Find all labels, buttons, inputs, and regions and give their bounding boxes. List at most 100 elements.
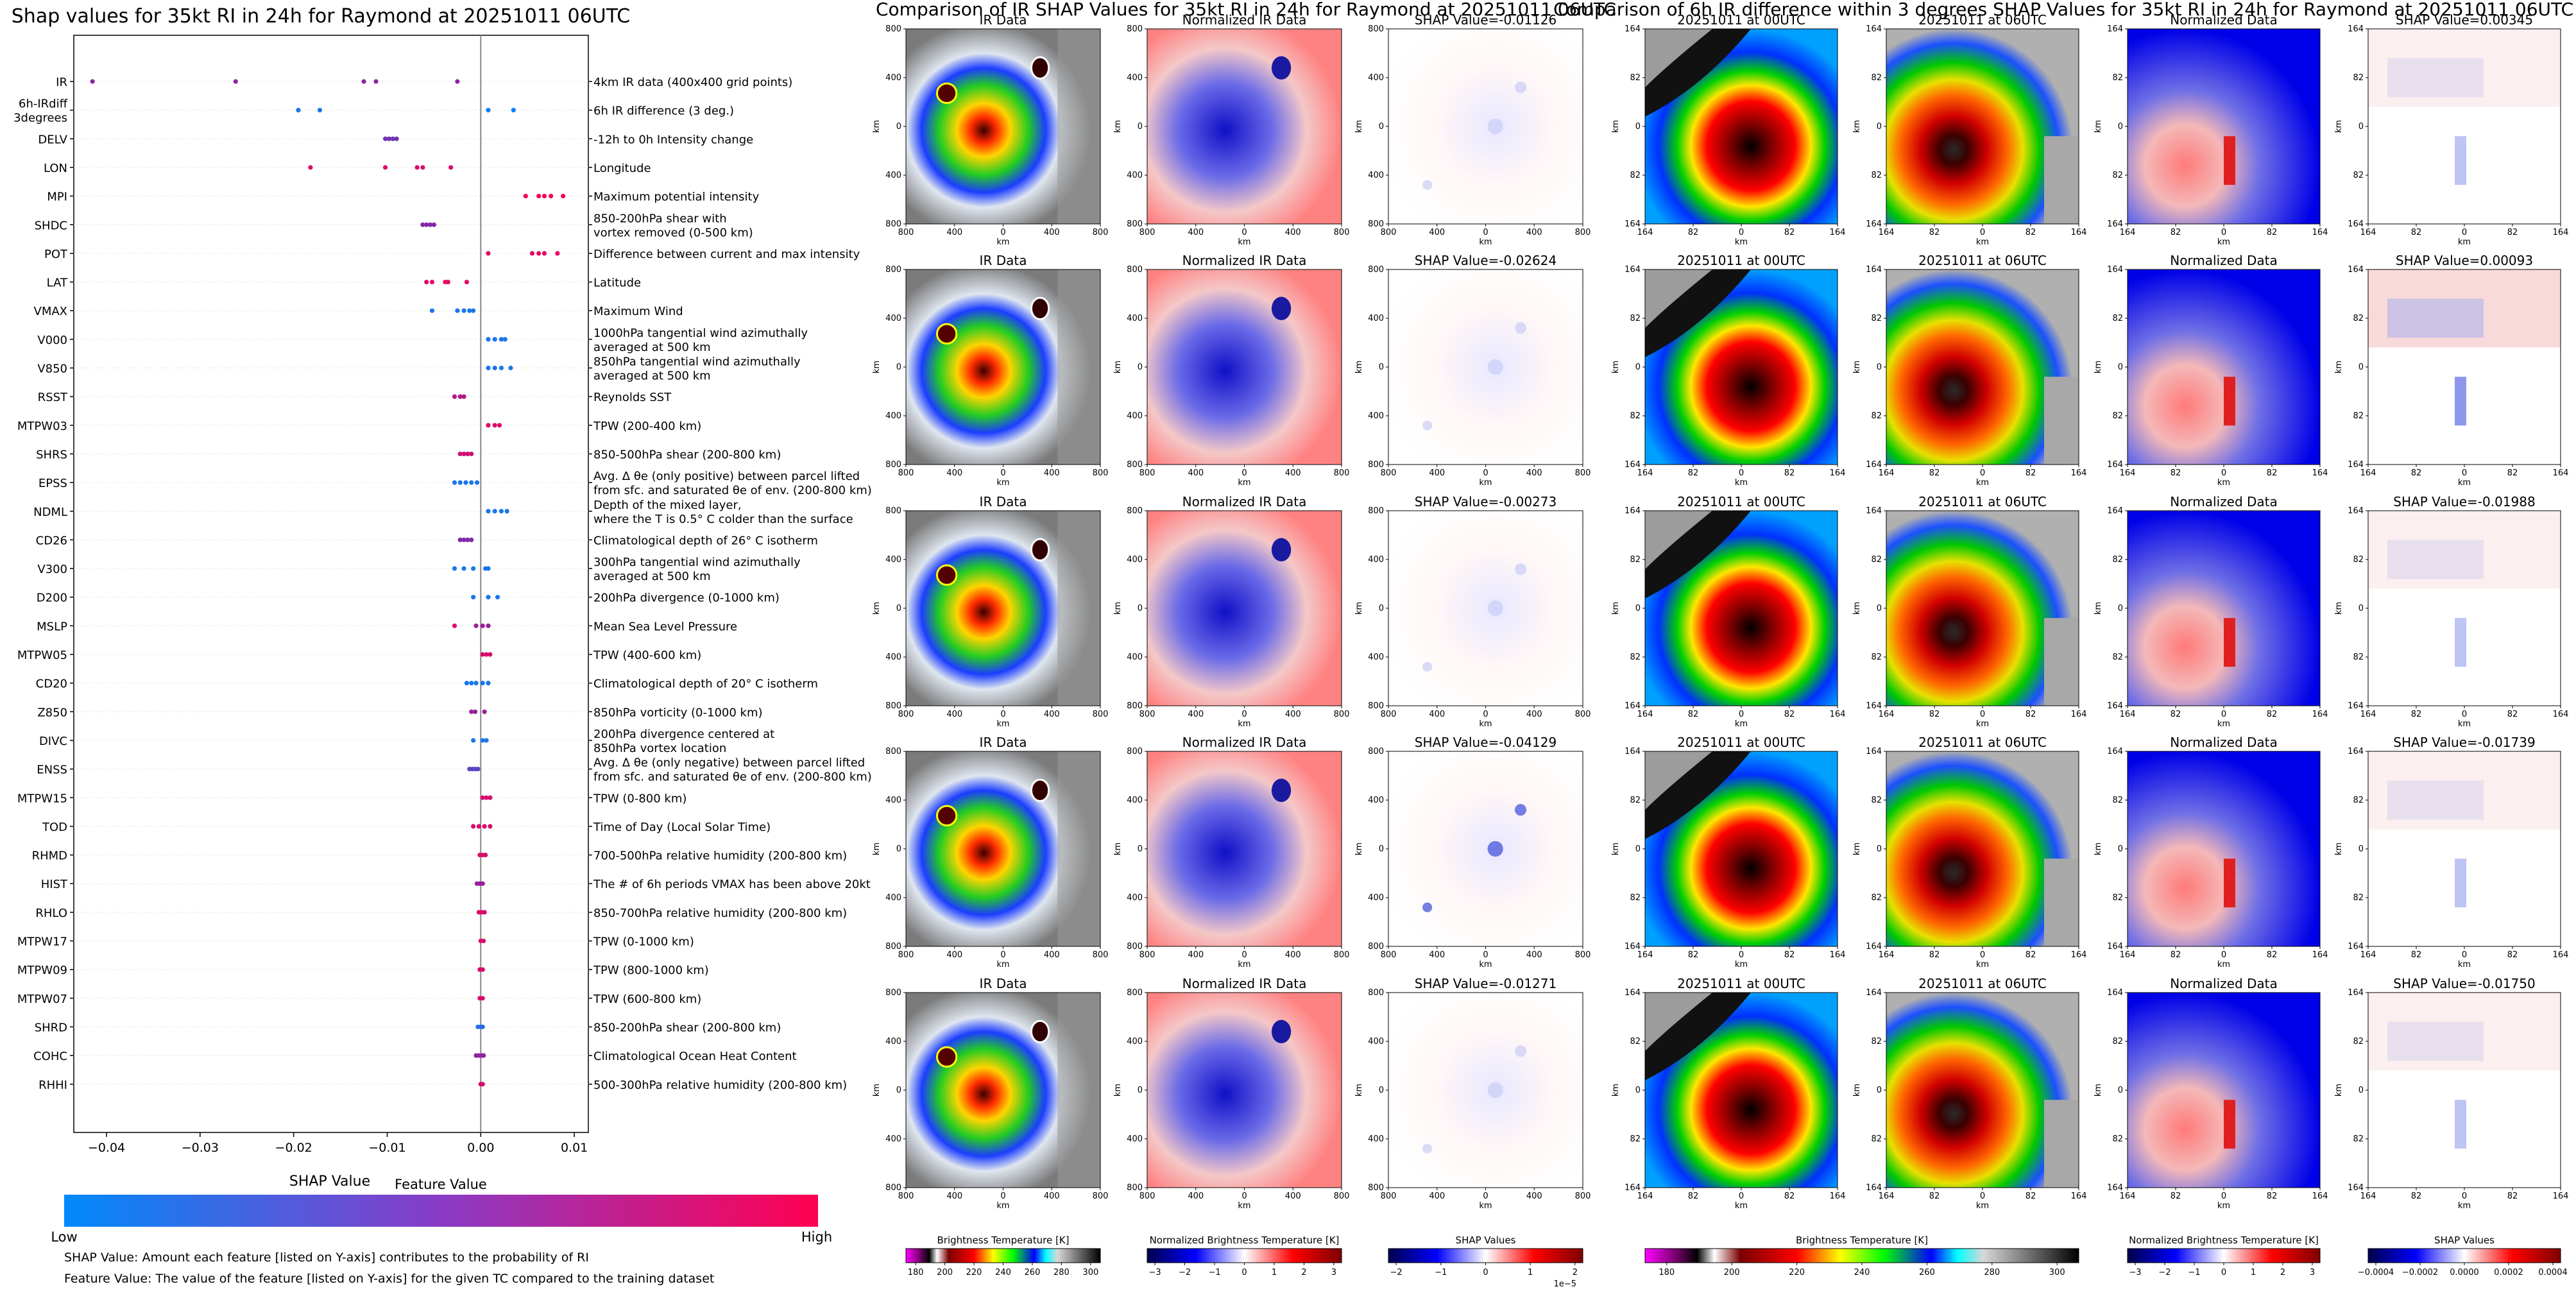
x-tick-label: 800 [1575, 468, 1591, 478]
feature-description: Avg. Δ θe (only negative) between parcel… [593, 756, 872, 784]
x-tick-label: 164 [2312, 468, 2328, 478]
shap-point [452, 623, 457, 628]
y-tick-label: 164 [1625, 701, 1641, 711]
x-axis-label: km [1735, 237, 1748, 247]
shap-point [471, 824, 476, 829]
x-tick-label: 400 [946, 468, 962, 478]
colorbar-tick-label: −2 [1179, 1268, 1191, 1277]
x-axis-label: km [1976, 960, 1989, 969]
feature-description-line: 850-500hPa shear (200-800 km) [593, 448, 781, 461]
feature-label-line: D200 [37, 592, 67, 605]
feature-label-line: ENSS [37, 764, 67, 777]
x-tick-label: 0 [1000, 710, 1005, 719]
y-tick-label: 164 [2107, 988, 2123, 998]
subplot-title: Normalized IR Data [1182, 976, 1307, 991]
x-tick-label: 800 [1575, 950, 1591, 960]
y-axis-label: km [2334, 361, 2344, 373]
feature-description: Reynolds SST [593, 391, 672, 404]
shap-red-region [2368, 751, 2561, 830]
shap-point [461, 308, 466, 313]
subplot-title: Normalized IR Data [1182, 494, 1307, 509]
shap-blob [1422, 662, 1433, 672]
shap-point [480, 1024, 485, 1030]
x-tick-label: 400 [1285, 1191, 1301, 1201]
image-subplot: 20251011 at 00UTC1641648282008282164164k… [1611, 12, 1845, 247]
subplot-title: IR Data [980, 253, 1027, 268]
ir-colorbars: Brightness Temperature [K]180 200 220 240 26… [905, 1234, 1583, 1289]
y-tick-label: 800 [885, 219, 901, 229]
shap-point [469, 709, 474, 714]
x-axis-label: km [996, 960, 1009, 969]
shap-point [497, 423, 502, 428]
shap-point [475, 767, 481, 772]
warm-anomaly [2224, 858, 2235, 908]
y-tick-label: 164 [1625, 24, 1641, 34]
feature-label-line: MTPW05 [17, 649, 67, 662]
feature-description-line: Climatological Ocean Heat Content [593, 1050, 797, 1063]
x-tick-label: 0 [2462, 228, 2467, 237]
x-tick-label: 164 [2120, 468, 2136, 478]
secondary-cell [1030, 538, 1050, 562]
y-tick-label: 0 [1379, 363, 1384, 372]
shap-point [382, 136, 388, 141]
colorbar-tick-label: −2 [2158, 1268, 2171, 1277]
shap-point [492, 365, 497, 371]
feature-description-line: 200hPa divergence (0-1000 km) [593, 592, 780, 605]
image-field [2368, 29, 2561, 224]
image-field [2128, 751, 2320, 946]
image-field [1147, 993, 1342, 1188]
feature-label: 6h-IRdiff 3degrees [13, 98, 68, 125]
y-tick-label: 164 [2348, 942, 2364, 952]
feature-description-line: 850hPa vortex location [593, 742, 726, 755]
shap-point [504, 509, 509, 514]
shap-point [465, 451, 470, 457]
colorbar-tick-label: 0.0002 [2494, 1268, 2523, 1277]
x-tick-label: 400 [1526, 468, 1542, 478]
x-tick-label: 164 [2312, 1191, 2328, 1201]
x-tick-label: 164 [2360, 228, 2376, 237]
x-axis-label: km [2217, 1201, 2230, 1211]
feature-label-line: MTPW17 [17, 935, 67, 949]
y-tick-label: 800 [1368, 988, 1384, 998]
clear-region [1645, 29, 1712, 88]
y-tick-label: 82 [1871, 314, 1882, 323]
y-tick-label: 800 [885, 506, 901, 516]
x-tick-label: 800 [1139, 468, 1156, 478]
x-tick-label: 164 [2312, 228, 2328, 237]
feature-description-line: TPW (0-800 km) [593, 792, 687, 805]
x-tick-label: 82 [1688, 1191, 1699, 1201]
x-tick-label: 0 [2462, 1191, 2467, 1201]
y-tick-label: 0 [1379, 604, 1384, 613]
feature-label-line: Z850 [37, 706, 67, 719]
image-subplot: 20251011 at 00UTC1641648282008282164164k… [1611, 494, 1845, 729]
feature-colorbar-high: High [801, 1229, 832, 1245]
y-tick-label: 82 [2353, 314, 2364, 323]
feature-label: RHMD [32, 849, 67, 863]
y-tick-label: 400 [1127, 893, 1143, 903]
shap-point [463, 480, 468, 485]
y-tick-label: 800 [885, 265, 901, 275]
y-tick-label: 800 [1127, 460, 1143, 470]
y-axis-label: km [1113, 842, 1123, 855]
x-tick-label: 82 [2026, 1191, 2036, 1201]
feature-label: SHRD [35, 1021, 67, 1034]
image-subplot: 20251011 at 06UTC1641648282008282164164k… [1852, 735, 2086, 969]
y-tick-label: 164 [1625, 747, 1641, 756]
colorbar-tick-label: 220 [1789, 1268, 1805, 1277]
y-tick-label: 164 [2107, 747, 2123, 756]
y-tick-label: 164 [2107, 506, 2123, 516]
shap-point [233, 79, 238, 84]
x-tick-label: 0 [1000, 1191, 1005, 1201]
x-tick-label: 164 [2071, 950, 2087, 960]
shap-point [482, 824, 487, 829]
y-tick-label: 800 [1127, 1183, 1143, 1193]
colorbar-label: Normalized Brightness Temperature [K] [1150, 1234, 1340, 1246]
image-subplot: SHAP Value=-0.01126800800400400004004008… [1354, 12, 1591, 247]
y-tick-label: 400 [1368, 411, 1384, 421]
y-tick-label: 82 [2353, 1037, 2364, 1046]
y-axis-label: km [1113, 1084, 1123, 1097]
x-tick-label: 82 [1784, 228, 1795, 237]
x-tick-label: 164 [2120, 228, 2136, 237]
shap-point [495, 595, 500, 600]
